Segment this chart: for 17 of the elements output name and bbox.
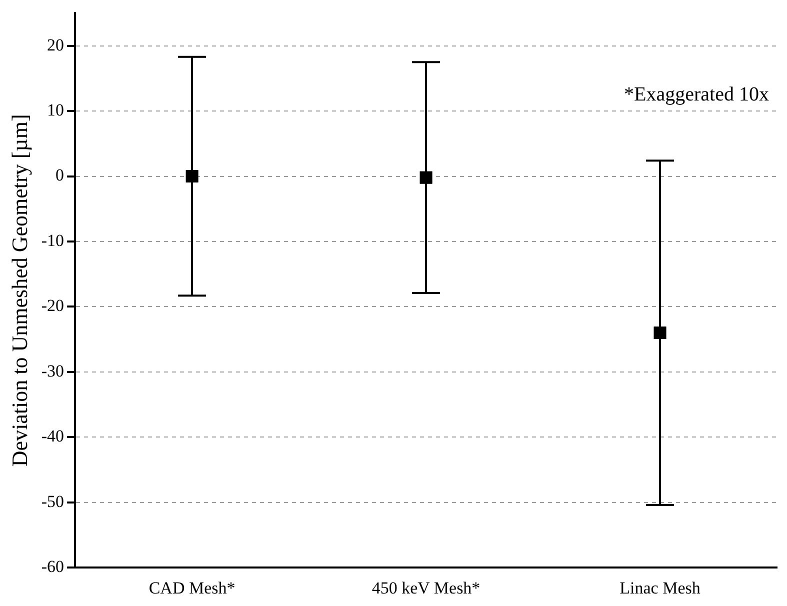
y-tick-label: 0 bbox=[56, 166, 64, 185]
y-tick-label: -50 bbox=[41, 492, 64, 511]
y-tick-label: -20 bbox=[41, 296, 64, 316]
y-tick-label: 20 bbox=[47, 35, 64, 54]
point bbox=[654, 326, 666, 339]
point bbox=[420, 171, 432, 184]
x-tick-label: CAD Mesh* bbox=[148, 578, 236, 598]
y-axis-title: Deviation to Unmeshed Geometry [µm] bbox=[6, 114, 32, 467]
point bbox=[186, 170, 198, 182]
x-tick-label: 450 keV Mesh* bbox=[372, 578, 480, 598]
annotation: *Exaggerated 10x bbox=[624, 83, 769, 106]
y-tick-label: -30 bbox=[41, 361, 64, 380]
y-tick-label: 10 bbox=[47, 100, 64, 120]
y-tick-label: -60 bbox=[41, 557, 64, 576]
x-tick-label: Linac Mesh bbox=[620, 578, 701, 598]
y-tick-label: -10 bbox=[41, 230, 64, 250]
y-tick-label: -40 bbox=[41, 426, 64, 446]
